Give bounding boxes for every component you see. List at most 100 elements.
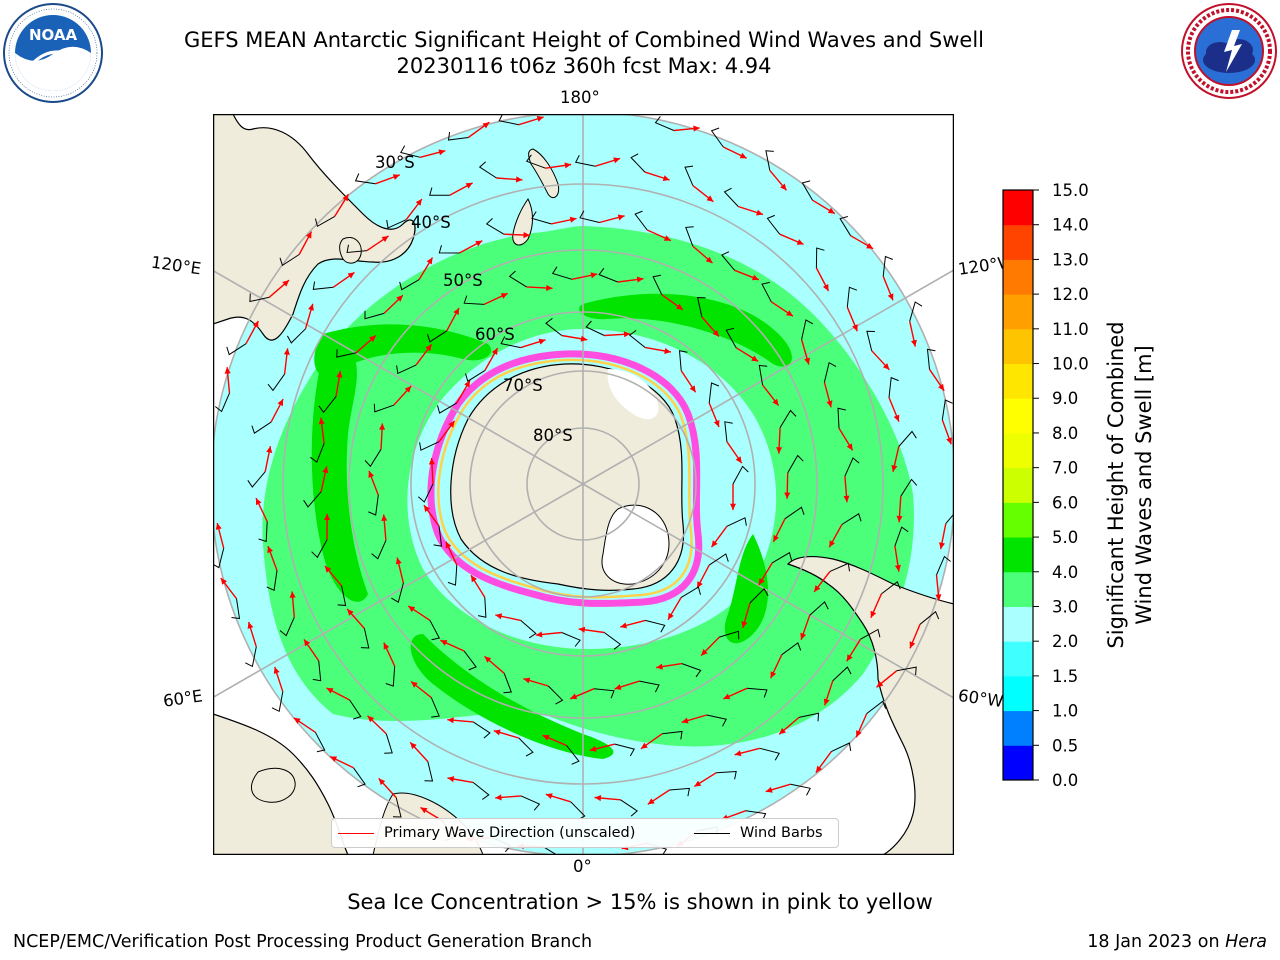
wind-barb bbox=[765, 150, 774, 171]
colorbar-block bbox=[1003, 190, 1033, 226]
wave-direction-arrowhead bbox=[256, 498, 262, 506]
wave-direction-arrowhead bbox=[308, 303, 314, 311]
wind-barb bbox=[545, 317, 563, 336]
wave-direction-arrowhead bbox=[882, 363, 890, 370]
wave-direction-arrowhead bbox=[395, 557, 402, 565]
wave-direction-arrowhead bbox=[220, 578, 227, 585]
wave-direction-arrowhead bbox=[894, 564, 901, 572]
wind-barb bbox=[525, 154, 546, 169]
wave-direction-arrowhead bbox=[428, 458, 435, 465]
colorbar: 0.0 0.5 1.0 1.5 2.0 3.0 4.0 5.0 6.0 7.0 8.0 9.0 10.0… bbox=[1002, 181, 1156, 790]
wave-direction-arrowhead bbox=[445, 541, 452, 549]
wave-direction-arrowhead bbox=[495, 794, 502, 801]
wind-barb bbox=[724, 421, 733, 442]
wind-barb bbox=[823, 361, 837, 383]
wave-direction-arrowhead bbox=[856, 730, 862, 738]
wind-barb bbox=[477, 597, 487, 618]
wind-barb bbox=[919, 610, 940, 625]
wave-direction-arrowhead bbox=[697, 581, 703, 589]
wave-direction-arrowhead bbox=[765, 786, 773, 793]
wind-barb bbox=[336, 349, 357, 358]
wind-barb bbox=[654, 116, 675, 131]
wave-direction-arrowhead bbox=[876, 680, 884, 688]
wind-barb bbox=[353, 767, 366, 788]
colorbar-tick-label: 14.0 bbox=[1052, 216, 1089, 235]
wave-direction-arrowhead bbox=[823, 698, 830, 706]
wind-barb bbox=[561, 632, 581, 647]
wind-barb bbox=[371, 540, 387, 560]
wave-direction-arrowhead bbox=[326, 688, 334, 694]
wind-barb bbox=[882, 255, 893, 277]
wind-barb bbox=[628, 329, 646, 348]
wind-barb bbox=[312, 660, 322, 682]
wave-direction-arrowhead bbox=[693, 125, 700, 132]
wave-direction-arrowhead bbox=[804, 357, 810, 365]
wind-barb bbox=[391, 582, 404, 603]
wave-direction-arrowhead bbox=[706, 195, 714, 202]
wind-barb bbox=[900, 478, 918, 497]
wave-direction-arrowhead bbox=[614, 684, 622, 690]
wave-direction-arrowhead bbox=[304, 639, 311, 647]
wind-barb bbox=[465, 370, 486, 382]
wave-direction-arrowhead bbox=[410, 742, 417, 750]
wind-barb bbox=[429, 187, 450, 196]
wind-barb bbox=[614, 743, 635, 757]
wind-barb bbox=[749, 587, 769, 604]
wind-barb bbox=[518, 737, 534, 757]
wave-direction-arrowhead bbox=[617, 214, 625, 221]
wave-direction-arrowhead bbox=[495, 613, 503, 620]
wave-direction-arrowhead bbox=[324, 513, 331, 521]
colorbar-block bbox=[1003, 224, 1033, 260]
wind-barb bbox=[419, 441, 440, 451]
wind-barb bbox=[639, 680, 660, 693]
lon-label-180: 180° bbox=[560, 88, 600, 107]
wave-direction-arrowhead bbox=[779, 727, 786, 735]
wind-barb bbox=[809, 601, 829, 616]
wind-barb bbox=[787, 454, 804, 474]
wind-barb bbox=[349, 699, 362, 720]
wind-barb bbox=[430, 697, 440, 718]
wave-direction-arrowhead bbox=[776, 447, 783, 454]
wave-direction-arrowhead bbox=[676, 303, 683, 310]
wind-barb bbox=[798, 712, 820, 722]
wind-barb bbox=[790, 783, 811, 796]
lat-label-80s: 80°S bbox=[533, 426, 573, 445]
wave-direction-arrowhead bbox=[252, 320, 259, 328]
wind-barb bbox=[896, 666, 917, 676]
wave-direction-arrowhead bbox=[946, 437, 952, 445]
wind-barb bbox=[594, 688, 615, 699]
wind-barb bbox=[400, 145, 421, 158]
wind-barb bbox=[314, 732, 326, 753]
sea-ice-ring bbox=[427, 350, 703, 608]
wave-direction-arrowhead bbox=[347, 609, 354, 616]
wave-direction-arrowhead bbox=[938, 383, 945, 391]
wind-barb bbox=[279, 617, 295, 637]
wave-direction-arrowhead bbox=[826, 400, 833, 408]
wave-direction-arrowhead bbox=[368, 470, 375, 478]
wave-direction-arrowhead bbox=[453, 308, 459, 315]
wind-barb bbox=[503, 673, 513, 694]
wave-direction-arrowhead bbox=[523, 677, 531, 684]
wave-direction-arrowhead bbox=[322, 466, 329, 474]
wind-barb bbox=[543, 846, 558, 855]
wave-direction-arrowhead bbox=[523, 232, 530, 239]
wind-barb bbox=[598, 267, 618, 283]
wind-barb bbox=[696, 296, 706, 318]
wave-direction-arrowhead bbox=[447, 776, 455, 783]
wave-direction-arrowhead bbox=[482, 122, 490, 129]
wave-direction-arrowhead bbox=[780, 183, 787, 191]
colorbar-tick-label: 0.0 bbox=[1052, 771, 1078, 790]
colorbar-label-line2: Wind Waves and Swell [m] bbox=[1132, 345, 1156, 625]
wind-barb bbox=[551, 266, 573, 280]
wave-direction-arrowhead bbox=[758, 578, 765, 585]
wind-barb bbox=[837, 407, 846, 429]
wind-barb bbox=[478, 161, 497, 179]
wave-direction-arrowhead bbox=[381, 236, 389, 242]
wind-barb bbox=[566, 745, 580, 765]
wind-barb bbox=[723, 187, 739, 207]
wind-barb bbox=[720, 251, 735, 271]
wind-barb bbox=[245, 646, 257, 668]
wave-direction-arrowhead bbox=[404, 386, 412, 393]
colorbar-block bbox=[1003, 398, 1033, 434]
wind-barb bbox=[832, 666, 852, 682]
